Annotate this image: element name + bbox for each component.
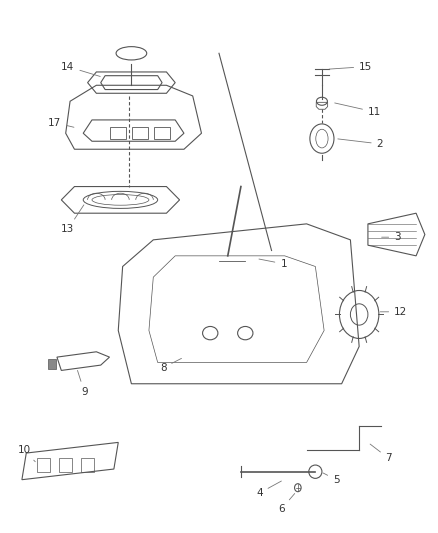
Text: 17: 17 (48, 118, 74, 127)
Text: 5: 5 (323, 473, 339, 484)
Text: 9: 9 (78, 370, 88, 397)
Bar (154, 127, 170, 139)
Text: 4: 4 (256, 481, 281, 498)
Text: 15: 15 (329, 62, 372, 71)
Bar (48, 359, 56, 369)
Text: 13: 13 (61, 205, 84, 234)
Text: 10: 10 (18, 446, 35, 462)
Bar (37, 458, 50, 472)
Text: 14: 14 (61, 62, 100, 76)
Bar (132, 127, 148, 139)
Text: 1: 1 (259, 259, 287, 269)
Text: 2: 2 (338, 139, 383, 149)
Text: 7: 7 (370, 444, 392, 463)
Text: 8: 8 (160, 358, 181, 373)
Text: 6: 6 (278, 494, 295, 514)
Bar (81, 458, 94, 472)
Text: 11: 11 (335, 103, 381, 117)
Bar (59, 458, 72, 472)
Text: 12: 12 (380, 307, 407, 317)
Bar (110, 127, 126, 139)
Text: 3: 3 (381, 232, 401, 242)
